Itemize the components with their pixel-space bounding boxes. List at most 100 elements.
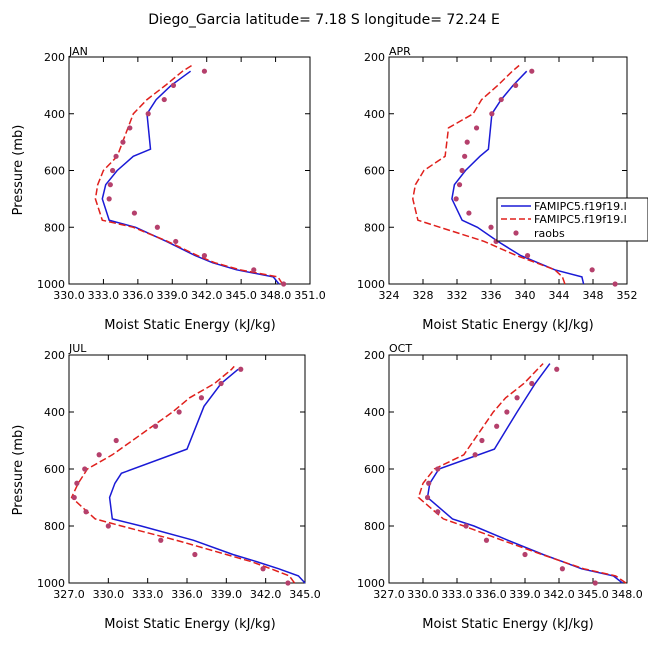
y-tick-label: 200 [44, 51, 65, 64]
plot-frame [388, 354, 628, 584]
x-tick-label: 330.0 [53, 289, 85, 302]
x-tick-label: 333.0 [441, 588, 473, 601]
y-tick-label: 400 [44, 108, 65, 121]
y-tick-label: 200 [364, 51, 385, 64]
raobs-point [424, 494, 431, 501]
legend-label-dashed: FAMIPC5.f19f19.l [534, 213, 627, 226]
raobs-point [462, 153, 468, 159]
x-tick-label: 342.0 [543, 588, 575, 601]
raobs-point [106, 196, 112, 202]
series-line-dashed [417, 363, 627, 584]
raobs-point [131, 210, 138, 216]
y-axis-label: Pressure (mb) [11, 125, 26, 216]
raobs-point [592, 580, 598, 586]
series-line-solid [108, 368, 306, 584]
y-tick-label: 400 [364, 406, 385, 419]
raobs-point [127, 125, 133, 131]
raobs-point [154, 224, 160, 230]
panel-label: JAN [68, 45, 88, 58]
raobs-point [483, 537, 490, 543]
x-tick-label: 348.0 [611, 588, 643, 601]
raobs-point [71, 494, 77, 501]
y-tick-label: 600 [364, 165, 385, 178]
y-tick-label: 1000 [37, 278, 65, 291]
x-tick-label: 324 [379, 289, 400, 302]
x-tick-label: 344 [549, 289, 570, 302]
plot-area: 327.0 330.0 333.0 336.0 339.0 342.0 345.0 348.0… [357, 349, 643, 601]
x-tick-label: 345.0 [577, 588, 609, 601]
raobs-point [110, 167, 116, 174]
y-tick-label: 800 [364, 520, 385, 533]
raobs-point [435, 466, 441, 472]
x-tick-label: 336 [481, 289, 502, 302]
panel-jan: JAN 330.0 333.0 336.0 339.0 342.0 345.0 348.0 3… [11, 45, 326, 333]
raobs-point [529, 68, 535, 74]
raobs-point [589, 267, 595, 273]
raobs-point [176, 409, 182, 415]
raobs-point [192, 551, 198, 558]
raobs-point [513, 82, 519, 88]
plot-frame [68, 56, 311, 285]
x-tick-label: 336.0 [171, 588, 203, 601]
raobs-point [479, 437, 485, 444]
raobs-point [488, 224, 494, 230]
y-tick-label: 800 [44, 520, 65, 533]
x-tick-label: 328 [413, 289, 434, 302]
x-axis-label: Moist Static Energy (kJ/kg) [422, 617, 593, 632]
y-tick-label: 600 [364, 463, 385, 476]
raobs-point [612, 281, 618, 287]
x-tick-label: 351.0 [294, 289, 326, 302]
x-tick-label: 340 [515, 289, 536, 302]
series-line-solid [426, 363, 623, 584]
raobs-point [524, 253, 531, 259]
raobs-point [472, 452, 478, 458]
x-tick-label: 339.0 [157, 289, 189, 302]
x-tick-label: 348.0 [260, 289, 292, 302]
raobs-point [498, 96, 504, 103]
figure-title: Diego_Garcia latitude= 7.18 S longitude=… [148, 12, 500, 28]
series-line-dashed [94, 64, 284, 285]
x-tick-label: 345.0 [225, 289, 257, 302]
plot-area: 324 328 332 336 340 344 348 352 200 400 600 800 1000 [357, 51, 638, 302]
panel-label: APR [389, 45, 411, 58]
raobs-point [559, 566, 566, 572]
y-tick-label: 200 [44, 349, 65, 362]
raobs-point [201, 253, 208, 259]
panel-jul: JUL 327.0 330.0 333.0 336.0 339.0 342.0 345.0 2… [11, 342, 321, 632]
y-tick-label: 800 [44, 221, 65, 234]
x-tick-label: 342.0 [250, 588, 282, 601]
series-line-solid [451, 70, 585, 285]
raobs-point [426, 480, 432, 486]
panel-label: OCT [389, 342, 412, 355]
y-tick-label: 600 [44, 165, 65, 178]
x-tick-label: 336.0 [122, 289, 154, 302]
legend-label-solid: FAMIPC5.f19f19.l [534, 200, 627, 213]
x-tick-label: 330.0 [407, 588, 439, 601]
series-line-dashed [70, 365, 296, 584]
x-tick-label: 342.0 [191, 289, 223, 302]
raobs-point [459, 167, 465, 174]
raobs-point [489, 111, 495, 117]
raobs-point [107, 182, 113, 188]
plot-area: 327.0 330.0 333.0 336.0 339.0 342.0 345.0 200 40… [37, 349, 321, 601]
y-tick-label: 200 [364, 349, 385, 362]
raobs-point [285, 580, 291, 586]
raobs-point [435, 509, 441, 515]
raobs-point [82, 466, 88, 472]
raobs-point [466, 210, 472, 216]
raobs-point [161, 96, 167, 103]
panel-label: JUL [68, 342, 87, 355]
plot-frame [68, 354, 306, 584]
x-tick-label: 348 [583, 289, 604, 302]
raobs-point [198, 395, 205, 401]
raobs-point [456, 182, 463, 188]
y-tick-label: 1000 [37, 577, 65, 590]
x-tick-label: 339.0 [509, 588, 541, 601]
x-tick-label: 339.0 [211, 588, 243, 601]
legend-swatch-dot [513, 230, 519, 236]
raobs-point [152, 423, 159, 429]
x-tick-label: 327.0 [53, 588, 85, 601]
x-tick-label: 333.0 [132, 588, 164, 601]
series-line-solid [101, 70, 280, 285]
